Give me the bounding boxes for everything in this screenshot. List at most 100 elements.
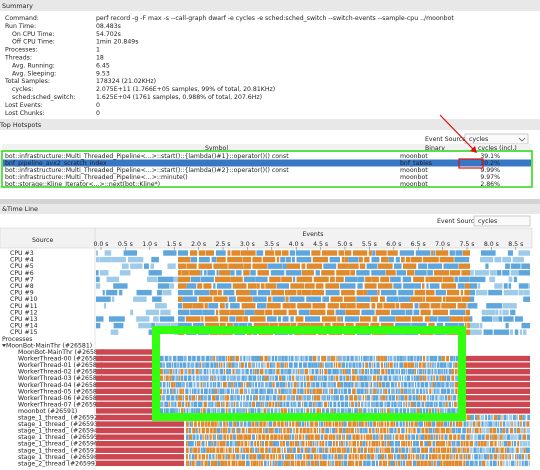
timeline-segment — [181, 382, 185, 388]
timeline-segment — [503, 434, 507, 440]
timeline-segment — [410, 421, 414, 427]
timeline-segment — [443, 447, 446, 453]
timeline-segment — [212, 454, 215, 460]
symbol[interactable]: bot::storage::Kline_Iterator<...>::next(… — [5, 181, 160, 188]
timeline-segment — [312, 441, 315, 447]
timeline-segment — [226, 421, 228, 427]
timeline-segment — [368, 427, 372, 434]
timeline-segment — [316, 454, 319, 460]
timeline-segment — [96, 283, 101, 289]
timeline-segment — [332, 434, 336, 440]
timeline-segment — [183, 408, 186, 414]
timeline-segment — [417, 382, 420, 388]
timeline-segment — [278, 434, 281, 440]
time-tick: 0.0 s — [93, 241, 108, 248]
timeline-segment — [425, 362, 427, 368]
timeline-segment — [193, 382, 196, 388]
timeline-segment — [303, 408, 306, 414]
expand-arrow[interactable] — [2, 344, 6, 348]
timeline-segment — [419, 454, 421, 460]
timeline-segment — [441, 283, 457, 289]
timeline-segment — [280, 427, 283, 434]
timeline-segment — [236, 427, 239, 434]
timeline-segment — [256, 441, 259, 447]
timeline-segment — [185, 388, 189, 394]
timeline-segment — [497, 460, 500, 467]
timeline-segment — [352, 434, 356, 440]
timeline-segment — [261, 395, 265, 401]
timeline-segment — [284, 421, 287, 427]
timeline-segment — [384, 388, 388, 394]
timeline-segment — [264, 454, 266, 460]
timeline-segment — [461, 296, 470, 302]
timeline-segment — [325, 427, 329, 434]
field-label: Avg. Sleeping: — [12, 70, 56, 77]
timeline-segment — [380, 388, 383, 394]
timeline-segment — [367, 375, 370, 381]
timeline-segment — [275, 460, 277, 467]
timeline-segment — [493, 316, 499, 322]
timeline-segment — [345, 441, 348, 447]
timeline-segment — [407, 454, 410, 460]
timeline-segment — [435, 427, 439, 434]
timeline-segment — [242, 256, 252, 263]
timeline-segment — [189, 401, 191, 408]
binary: moonbot — [400, 167, 428, 174]
timeline-segment — [332, 368, 337, 375]
timeline-segment — [452, 460, 455, 467]
timeline-segment — [363, 460, 367, 467]
timeline-segment — [238, 395, 240, 401]
event-source-combo[interactable] — [473, 215, 531, 227]
timeline-segment — [96, 296, 111, 302]
timeline-segment — [370, 296, 379, 302]
timeline-segment — [208, 441, 212, 447]
symbol[interactable]: bnf_pipeline_avx2_scratch_index — [5, 160, 107, 167]
timeline-segment — [255, 362, 258, 368]
symbol[interactable]: bot::infrastructure::Multi_Threaded_Pipe… — [5, 153, 289, 160]
splitter[interactable] — [0, 199, 540, 204]
symbol[interactable]: bot::infrastructure::Multi_Threaded_Pipe… — [5, 174, 188, 181]
timeline-segment — [527, 454, 530, 460]
timeline-segment — [519, 441, 523, 447]
timeline-segment — [384, 447, 387, 453]
timeline-segment — [488, 414, 491, 421]
timeline-segment — [373, 382, 377, 388]
timeline-segment — [411, 316, 423, 322]
timeline-segment — [496, 427, 499, 434]
timeline-segment — [193, 401, 198, 408]
timeline-segment — [144, 263, 149, 269]
timeline-segment — [249, 447, 252, 453]
timeline-segment — [383, 303, 395, 309]
timeline-segment — [335, 427, 338, 434]
time-tick: 7.0 s — [435, 241, 450, 248]
timeline-segment — [418, 263, 428, 269]
timeline-segment — [397, 427, 401, 434]
timeline-segment — [130, 309, 134, 316]
timeline-segment — [424, 316, 430, 322]
timeline-segment — [343, 460, 348, 467]
timeline-segment — [216, 362, 219, 368]
row-label[interactable]: MoonBot-MainThr (#26581) — [6, 343, 92, 350]
timeline-segment — [451, 382, 454, 388]
timeline-segment — [498, 421, 500, 427]
timeline-segment — [245, 408, 248, 414]
timeline-segment — [138, 322, 152, 329]
timeline-segment — [172, 368, 175, 375]
timeline-segment — [344, 368, 347, 375]
timeline-segment — [312, 382, 315, 388]
timeline-segment — [522, 414, 525, 421]
timeline-segment — [241, 441, 244, 447]
symbol[interactable]: bot::infrastructure::Multi_Threaded_Pipe… — [5, 167, 289, 174]
timeline-segment — [445, 322, 459, 329]
timeline-segment — [429, 355, 434, 362]
timeline-segment — [341, 316, 344, 322]
timeline-segment — [219, 309, 230, 316]
timeline-segment — [256, 460, 259, 467]
timeline-segment — [347, 382, 351, 388]
timeline-segment — [216, 283, 232, 289]
timeline-segment — [221, 427, 223, 434]
timeline-segment — [310, 421, 314, 427]
timeline-segment — [271, 447, 274, 453]
timeline-segment — [96, 368, 156, 375]
field-label: Lost Chunks: — [5, 110, 45, 117]
